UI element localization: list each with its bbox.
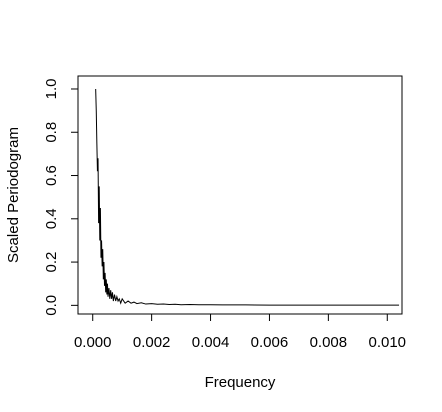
x-tick-label: 0.006 [251,334,289,351]
x-tick-label: 0.004 [192,334,230,351]
x-axis-title: Frequency [205,374,276,391]
y-tick-label: 0.2 [43,252,60,273]
x-axis: 0.000 0.002 0.004 0.006 0.008 0.010 [74,314,406,351]
x-tick-label: 0.002 [133,334,171,351]
periodogram-line [96,89,399,305]
x-tick-label: 0.000 [74,334,112,351]
y-tick-label: 1.0 [43,79,60,100]
x-tick-label: 0.010 [368,334,406,351]
x-tick-label: 0.008 [310,334,348,351]
y-tick-label: 0.6 [43,165,60,186]
y-axis-title: Scaled Periodogram [5,127,22,263]
y-tick-label: 0.4 [43,208,60,229]
y-tick-label: 0.8 [43,122,60,143]
y-axis: 0.0 0.2 0.4 0.6 0.8 1.0 [43,79,78,316]
y-tick-label: 0.0 [43,295,60,316]
plot-frame [78,76,402,314]
